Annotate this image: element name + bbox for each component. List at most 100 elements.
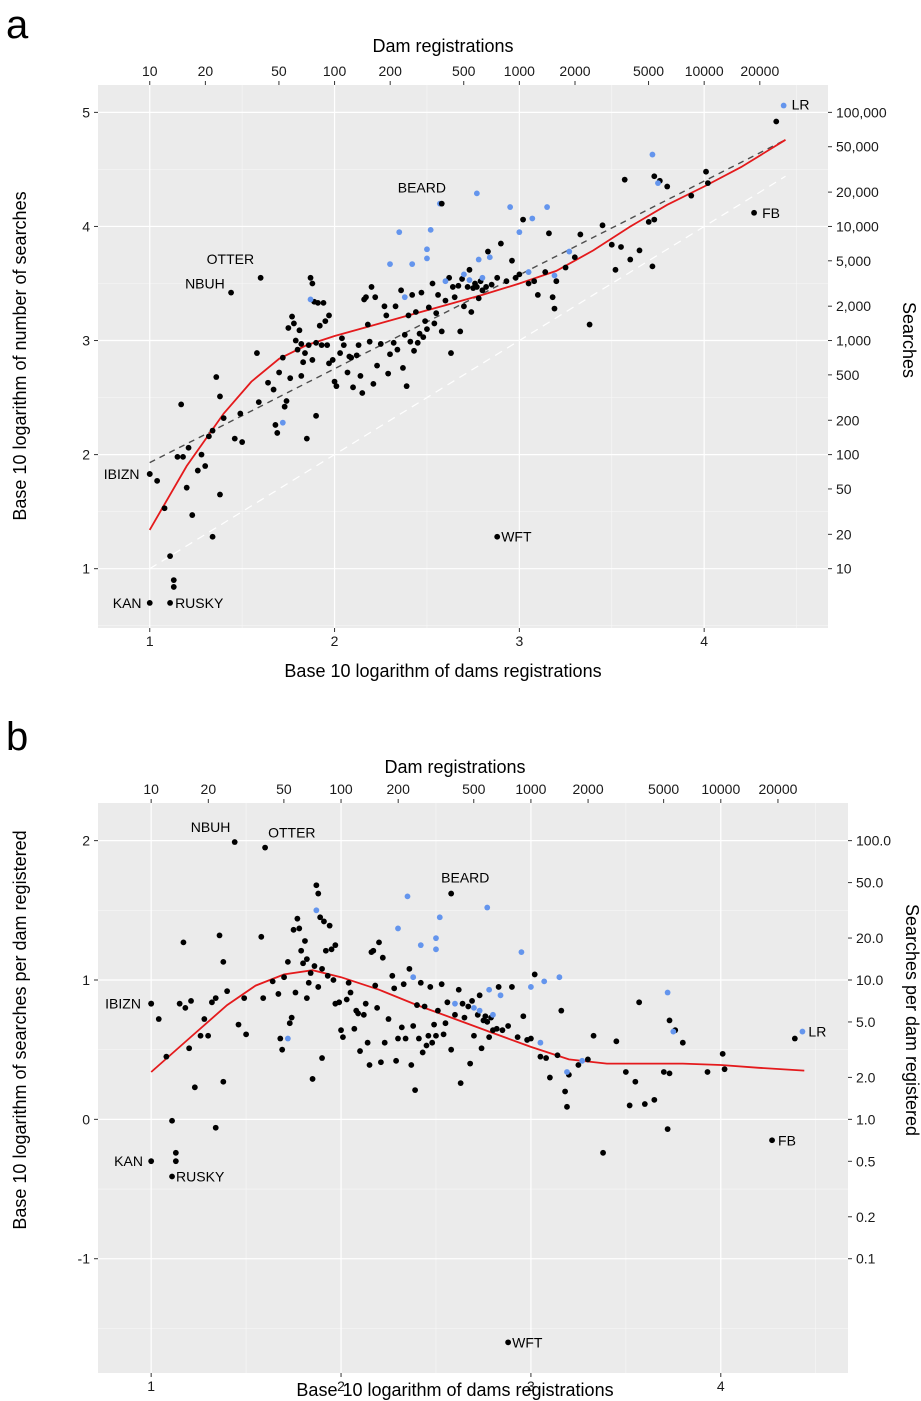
right-tick-label: 5,000 (836, 253, 871, 269)
labeled-data-point (780, 102, 787, 109)
data-point (303, 995, 310, 1002)
data-point (362, 1000, 369, 1007)
data-point (651, 173, 658, 180)
data-point-highlighted (404, 893, 411, 900)
data-point (442, 297, 449, 304)
right-tick-label: 20,000 (836, 184, 879, 200)
data-point (542, 269, 549, 275)
data-point (305, 979, 312, 986)
data-point (468, 309, 475, 315)
data-point (377, 341, 384, 347)
data-point (318, 342, 325, 348)
right-tick-label: 10,000 (836, 218, 879, 234)
data-point (381, 303, 388, 310)
data-point (374, 362, 380, 369)
top-tick-label: 500 (462, 781, 486, 797)
panel-b-top-axis-title: Dam registrations (384, 757, 525, 777)
data-point (331, 378, 338, 385)
data-point (313, 339, 319, 346)
x-tick-label: 1 (146, 633, 154, 649)
data-point (161, 505, 168, 512)
data-point (294, 346, 301, 353)
labeled-data-point (148, 1000, 155, 1007)
data-point-highlighted (475, 256, 482, 263)
data-point (309, 280, 316, 287)
labeled-data-point (438, 200, 445, 207)
data-point (289, 313, 295, 320)
data-point-highlighted (476, 1007, 483, 1014)
top-tick-label: 20 (198, 63, 214, 79)
panel-a-gridlines (98, 85, 828, 628)
data-point (419, 1049, 426, 1056)
data-point (366, 338, 373, 345)
data-point (414, 1002, 420, 1008)
point-label: BEARD (441, 870, 489, 886)
data-point (231, 435, 238, 442)
data-point (632, 1078, 639, 1085)
data-point (577, 231, 584, 238)
data-point (791, 1035, 798, 1042)
data-point (600, 1149, 606, 1156)
data-point (704, 180, 711, 187)
data-point (516, 271, 523, 278)
data-point (265, 379, 271, 386)
right-tick-label: 2.0 (856, 1069, 876, 1085)
top-tick-label: 50 (276, 781, 292, 797)
top-tick-label: 100 (329, 781, 353, 797)
data-point (452, 1011, 458, 1018)
data-point (212, 1124, 219, 1131)
data-point (485, 248, 491, 255)
panel-a-right-axis-title: Searches (899, 302, 919, 378)
data-point (520, 1013, 527, 1020)
data-point-highlighted (313, 907, 320, 914)
data-point (505, 1023, 512, 1029)
x-tick-label: 4 (717, 1378, 725, 1394)
data-point (483, 284, 490, 290)
data-point (255, 399, 262, 406)
data-point (666, 1017, 673, 1024)
data-point (258, 933, 265, 940)
data-point (189, 512, 196, 518)
data-point (275, 991, 282, 997)
data-point (239, 439, 246, 445)
data-point (383, 312, 390, 319)
data-point (562, 1088, 568, 1095)
data-point (664, 1126, 671, 1133)
data-point (499, 1027, 506, 1034)
data-point-highlighted (484, 904, 491, 911)
right-tick-label: 5.0 (856, 1014, 876, 1030)
point-label: BEARD (398, 180, 446, 196)
data-point (322, 947, 329, 954)
right-tick-label: 1.0 (856, 1111, 876, 1127)
data-point (425, 1032, 432, 1039)
top-tick-label: 10 (143, 781, 159, 797)
y-tick-label: 3 (82, 333, 90, 349)
data-point (320, 299, 327, 306)
data-point (279, 1046, 286, 1053)
data-point (525, 280, 532, 287)
data-point (514, 1034, 521, 1041)
data-point (288, 1014, 295, 1021)
data-point (551, 305, 558, 312)
right-tick-label: 100 (836, 447, 860, 463)
data-point (385, 1016, 392, 1022)
point-label: IBIZN (104, 466, 140, 482)
data-point (457, 328, 464, 335)
data-point (298, 341, 305, 347)
data-point-highlighted (490, 1011, 496, 1018)
data-point (292, 989, 299, 996)
panel-b-y-axis-title: Base 10 logarithm of searches per dam re… (10, 830, 30, 1229)
data-point (451, 294, 458, 301)
data-point-highlighted (409, 261, 416, 267)
data-point (241, 995, 248, 1002)
panel-a-y-axis-title: Base 10 logarithm of number of searches (10, 191, 30, 520)
data-point (378, 1059, 384, 1066)
data-point (300, 359, 307, 366)
data-point (520, 216, 526, 223)
data-point (400, 981, 407, 988)
data-point (618, 244, 624, 250)
panel-b-x-axis-title: Base 10 logarithm of dams registrations (296, 1380, 613, 1400)
data-point (534, 291, 541, 298)
data-point (571, 254, 578, 261)
labeled-data-point (231, 839, 238, 845)
